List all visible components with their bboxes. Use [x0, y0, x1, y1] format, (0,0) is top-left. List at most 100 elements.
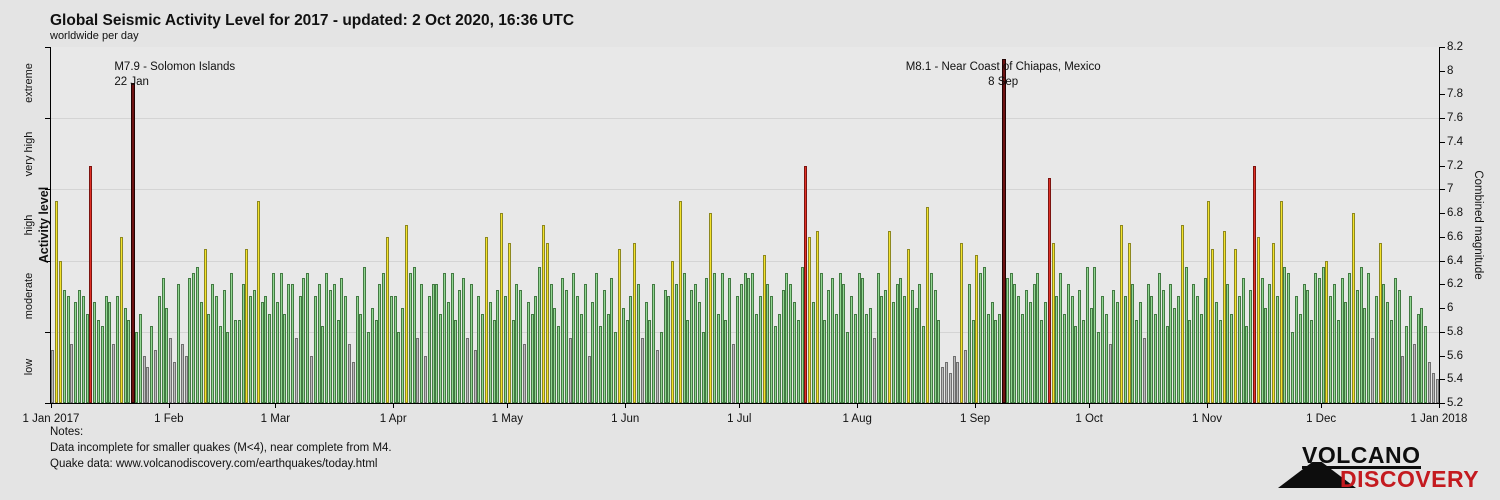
- day-bar: [591, 302, 595, 403]
- day-bar: [770, 296, 774, 403]
- day-bar: [1184, 266, 1188, 403]
- chart-subtitle: worldwide per day: [50, 30, 139, 42]
- day-bar: [709, 213, 713, 403]
- day-bar: [78, 290, 82, 403]
- day-bar: [929, 272, 933, 403]
- notes-line-2: Quake data: www.volcanodiscovery.com/ear…: [50, 458, 378, 470]
- left-axis-tick: [45, 403, 51, 404]
- x-axis-label: 1 Dec: [1306, 413, 1337, 425]
- day-bar: [378, 284, 382, 403]
- day-bar: [1317, 278, 1321, 403]
- event-annotation-date: 8 Sep: [988, 76, 1019, 88]
- right-axis-label: 7: [1447, 183, 1454, 196]
- day-bar: [1378, 242, 1382, 403]
- day-bar: [1420, 308, 1424, 403]
- day-bar: [1112, 290, 1116, 403]
- day-bar: [1431, 373, 1435, 403]
- day-bar: [990, 302, 994, 403]
- day-bar: [363, 266, 367, 403]
- day-bar: [1332, 284, 1336, 403]
- day-bar: [895, 284, 899, 403]
- day-bar: [477, 296, 481, 403]
- day-bar: [245, 248, 249, 403]
- right-axis-tick: [1439, 308, 1445, 310]
- day-bar: [1287, 272, 1291, 403]
- x-axis-tick: [739, 403, 741, 408]
- day-bar: [1344, 302, 1348, 403]
- day-bar: [983, 266, 987, 403]
- day-bar: [1348, 272, 1352, 403]
- day-bar: [914, 308, 918, 403]
- day-bar: [218, 325, 222, 403]
- day-bar: [325, 272, 329, 403]
- day-bar: [382, 272, 386, 403]
- x-axis-tick: [857, 403, 859, 408]
- right-axis-label: 5.8: [1447, 325, 1463, 338]
- day-bar: [454, 319, 458, 403]
- day-bar: [1222, 230, 1226, 403]
- day-bar: [888, 230, 891, 403]
- day-bar: [62, 290, 66, 403]
- day-bar: [1028, 302, 1032, 403]
- x-axis-tick: [1321, 403, 1323, 408]
- day-bar: [1131, 284, 1135, 403]
- day-bar: [1340, 278, 1344, 403]
- day-bar: [298, 296, 302, 403]
- day-bar: [1089, 308, 1093, 403]
- right-axis-label: 5.6: [1447, 349, 1463, 362]
- day-bar: [1146, 284, 1150, 403]
- day-bar: [135, 331, 139, 403]
- day-bar: [1207, 201, 1211, 403]
- day-bar: [614, 331, 618, 403]
- x-axis-label: 1 Jun: [611, 413, 640, 425]
- day-bar: [1279, 201, 1283, 403]
- day-bar: [640, 337, 644, 403]
- notes-heading: Notes:: [50, 426, 84, 438]
- right-axis-label: 5.4: [1447, 373, 1463, 386]
- day-bar: [1013, 284, 1017, 403]
- day-bar: [690, 290, 694, 403]
- day-bar: [370, 308, 374, 403]
- day-bar: [572, 272, 576, 403]
- day-bar: [579, 314, 583, 403]
- day-bar: [1283, 266, 1287, 403]
- day-bar: [405, 225, 409, 403]
- day-bar: [1180, 225, 1184, 403]
- right-axis-tick: [1439, 379, 1445, 381]
- plot-area: extreme very high high moderate low 5.2 5.4 5.6…: [23, 41, 1468, 425]
- day-bar: [553, 308, 557, 403]
- day-bar: [648, 319, 652, 403]
- day-bar: [1412, 343, 1416, 403]
- day-bar: [1062, 314, 1066, 403]
- day-bar: [306, 272, 310, 403]
- day-bar: [1142, 337, 1146, 403]
- day-bar: [743, 272, 747, 403]
- day-bar: [1363, 308, 1367, 403]
- day-bar: [910, 290, 914, 403]
- day-bar: [644, 302, 648, 403]
- day-bar: [1097, 331, 1101, 403]
- day-bar: [321, 325, 325, 403]
- day-bar: [663, 290, 667, 403]
- day-bar: [329, 290, 332, 403]
- day-bar: [941, 367, 945, 403]
- right-axis-label: 6.2: [1447, 278, 1463, 291]
- x-axis-label: 1 May: [491, 413, 523, 425]
- day-bar: [59, 260, 62, 403]
- day-bar: [747, 278, 751, 403]
- day-bar: [971, 319, 975, 403]
- gridline-7.6: [51, 118, 1439, 120]
- gridline-6.4: [51, 260, 1439, 262]
- day-bar: [469, 284, 473, 403]
- day-bar: [975, 254, 979, 403]
- day-bar: [496, 290, 500, 403]
- day-bar: [507, 242, 511, 403]
- day-bar: [1275, 296, 1279, 403]
- day-bar: [823, 319, 827, 403]
- day-bar: [119, 236, 123, 403]
- day-bar: [1123, 296, 1127, 403]
- day-bar: [1070, 296, 1074, 403]
- day-bar: [903, 296, 907, 403]
- day-bar: [492, 319, 496, 403]
- day-bar: [180, 343, 184, 403]
